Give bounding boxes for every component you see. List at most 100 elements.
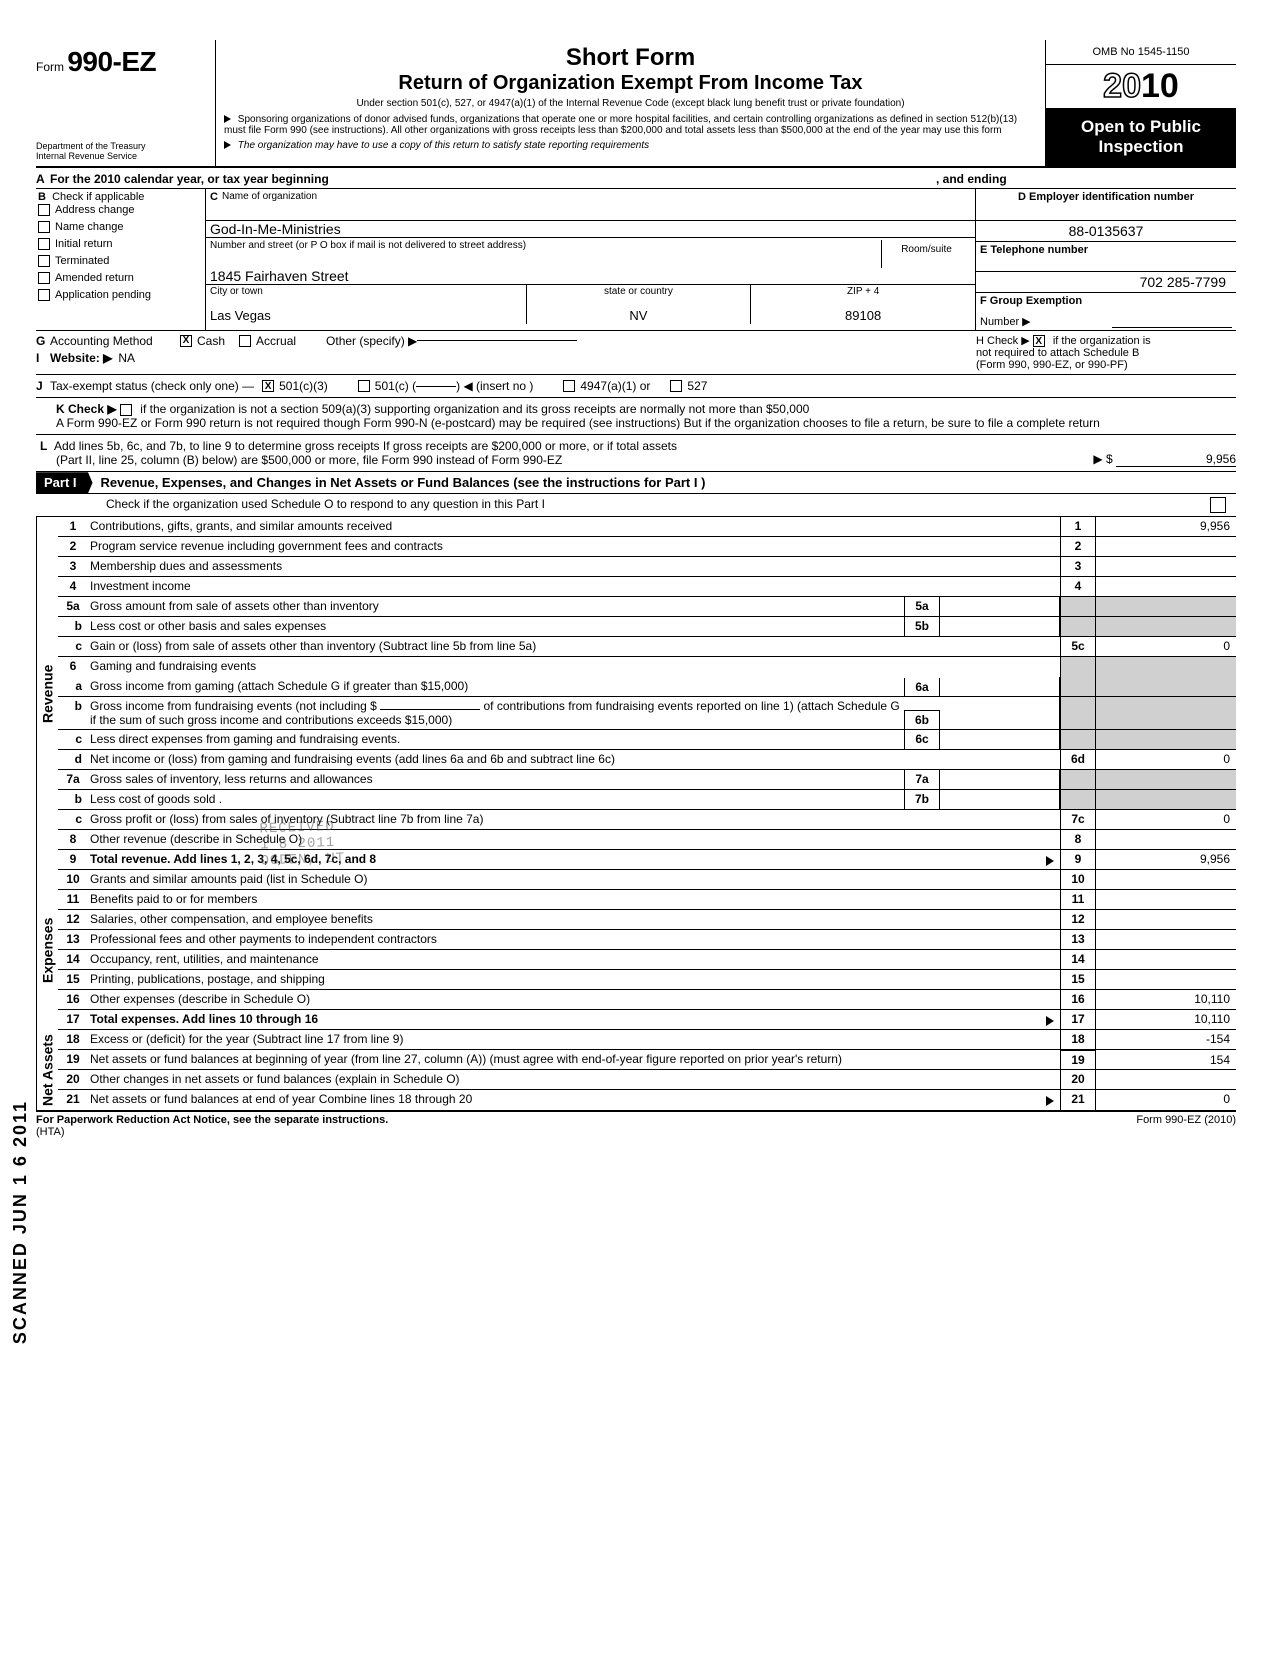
line-val: 0 xyxy=(1096,1090,1236,1110)
section-k: K Check ▶ if the organization is not a s… xyxy=(36,398,1236,435)
line-no: 6 xyxy=(58,657,88,677)
line-no: c xyxy=(58,730,88,749)
row-a-text: For the 2010 calendar year, or tax year … xyxy=(50,172,936,186)
line-rno: 4 xyxy=(1060,577,1096,596)
form-prefix: Form xyxy=(36,60,64,74)
l-text1: Add lines 5b, 6c, and 7b, to line 9 to d… xyxy=(54,439,677,453)
checkbox[interactable] xyxy=(38,289,50,301)
line-val-gray xyxy=(1096,790,1236,809)
form-990ez: Form 990-EZ Department of the Treasury I… xyxy=(36,40,1236,1138)
l-dollar: ▶ $ xyxy=(1093,452,1112,466)
line-18: 18Excess or (deficit) for the year (Subt… xyxy=(58,1030,1236,1050)
chk-amended: Amended return xyxy=(38,272,203,284)
line-rno-gray xyxy=(1060,730,1096,749)
line-val xyxy=(1096,970,1236,989)
line-val: 10,110 xyxy=(1096,990,1236,1009)
line-rno: 1 xyxy=(1060,517,1096,536)
city-label: City or town xyxy=(206,285,527,298)
received-watermark: RECEIVED 1 8 2011 OGDEN, UT xyxy=(259,819,345,870)
net-assets-side-label: Net Assets xyxy=(36,1030,58,1110)
group-number-field[interactable] xyxy=(1112,315,1232,328)
g-row: G Accounting Method X Cash Accrual Other… xyxy=(36,334,976,348)
desc-a: Gross income from fundraising events (no… xyxy=(90,699,377,713)
expenses-section: Expenses 10Grants and similar amounts pa… xyxy=(36,870,1236,1030)
h-text3: not required to attach Schedule B xyxy=(976,347,1139,359)
527-checkbox[interactable] xyxy=(670,380,682,392)
line-no: 13 xyxy=(58,930,88,949)
line-no: 10 xyxy=(58,870,88,889)
line-7b: b Less cost of goods sold . 7b xyxy=(58,790,1236,810)
title-short: Short Form xyxy=(224,44,1037,72)
col-d-e-f: D Employer identification number 88-0135… xyxy=(976,189,1236,330)
other-field[interactable] xyxy=(417,340,577,341)
section-g-h: G Accounting Method X Cash Accrual Other… xyxy=(36,331,1236,376)
h-part: H Check ▶ X if the organization is not r… xyxy=(976,334,1236,372)
line-no: 4 xyxy=(58,577,88,596)
k-text2: A Form 990-EZ or Form 990 return is not … xyxy=(56,416,1100,430)
department: Department of the Treasury Internal Reve… xyxy=(36,142,209,162)
line-6b: b Gross income from fundraising events (… xyxy=(58,697,1236,730)
line-desc: Program service revenue including govern… xyxy=(88,537,1060,556)
line-no: 16 xyxy=(58,990,88,1009)
h-checkbox[interactable]: X xyxy=(1033,335,1045,347)
chk-address: Address change xyxy=(38,204,203,216)
checkbox[interactable] xyxy=(38,204,50,216)
line-val xyxy=(1096,557,1236,576)
accrual-checkbox[interactable] xyxy=(239,335,251,347)
line-desc: Professional fees and other payments to … xyxy=(88,930,1060,949)
line-rno-gray xyxy=(1060,597,1096,616)
checkbox[interactable] xyxy=(38,272,50,284)
501c-checkbox[interactable] xyxy=(358,380,370,392)
line-21: 21 Net assets or fund balances at end of… xyxy=(58,1090,1236,1110)
subtitle-2-row: Sponsoring organizations of donor advise… xyxy=(224,114,1037,136)
checkbox[interactable] xyxy=(38,255,50,267)
label-c: C xyxy=(210,191,218,203)
contrib-field[interactable] xyxy=(380,709,480,710)
line-desc: Contributions, gifts, grants, and simila… xyxy=(88,517,1060,536)
expenses-side-label: Expenses xyxy=(36,870,58,1030)
line-rno-gray xyxy=(1060,770,1096,789)
line-val: 154 xyxy=(1096,1051,1236,1069)
zip-label: ZIP + 4 xyxy=(751,285,975,298)
line-rno: 19 xyxy=(1060,1050,1096,1069)
schedule-o-checkbox[interactable] xyxy=(1210,497,1226,513)
org-name: God-In-Me-Ministries xyxy=(206,221,975,238)
form-number: Form 990-EZ xyxy=(36,46,209,78)
line-6d: d Net income or (loss) from gaming and f… xyxy=(58,750,1236,770)
chk-label: Name change xyxy=(55,221,124,233)
cash-checkbox[interactable]: X xyxy=(180,335,192,347)
city-state-zip-values: Las Vegas NV 89108 xyxy=(206,298,975,324)
form-header: Form 990-EZ Department of the Treasury I… xyxy=(36,40,1236,168)
part-1-sub-text: Check if the organization used Schedule … xyxy=(106,497,545,513)
group-exemption-number: Number ▶ xyxy=(976,313,1236,330)
k-checkbox[interactable] xyxy=(120,404,132,416)
4947-checkbox[interactable] xyxy=(563,380,575,392)
line-no: 3 xyxy=(58,557,88,576)
chk-label: Initial return xyxy=(55,238,112,250)
open-to-public: Open to Public Inspection xyxy=(1046,109,1236,166)
title-long: Return of Organization Exempt From Incom… xyxy=(224,72,1037,95)
line-val xyxy=(1096,537,1236,556)
checkbox[interactable] xyxy=(38,238,50,250)
line-mid-val xyxy=(940,770,1060,789)
line-desc: Gross income from fundraising events (no… xyxy=(88,697,904,729)
section-l: L Add lines 5b, 6c, and 7b, to line 9 to… xyxy=(36,435,1236,472)
line-9: 9 Total revenue. Add lines 1, 2, 3, 4, 5… xyxy=(58,850,1236,870)
part-1-title: Revenue, Expenses, and Changes in Net As… xyxy=(101,475,1236,490)
501c3-checkbox[interactable]: X xyxy=(262,380,274,392)
website-label: Website: ▶ xyxy=(50,351,112,365)
label-k: K Check ▶ xyxy=(56,402,117,416)
line-11: 11Benefits paid to or for members11 xyxy=(58,890,1236,910)
check-applicable: Check if applicable xyxy=(52,191,144,203)
checkbox[interactable] xyxy=(38,221,50,233)
line-val-gray xyxy=(1096,730,1236,749)
line-no: 8 xyxy=(58,830,88,849)
line-val: 10,110 xyxy=(1096,1010,1236,1029)
line-7c: c Gross profit or (loss) from sales of i… xyxy=(58,810,1236,830)
l-text2: (Part II, line 25, column (B) below) are… xyxy=(56,453,562,467)
501c-insert[interactable] xyxy=(416,386,456,387)
header-right: OMB No 1545-1150 2010 Open to Public Ins… xyxy=(1046,40,1236,166)
line-5c: c Gain or (loss) from sale of assets oth… xyxy=(58,637,1236,657)
form-footer-right: Form 990-EZ (2010) xyxy=(1136,1114,1236,1138)
line-8: 8 Other revenue (describe in Schedule O)… xyxy=(58,830,1236,850)
